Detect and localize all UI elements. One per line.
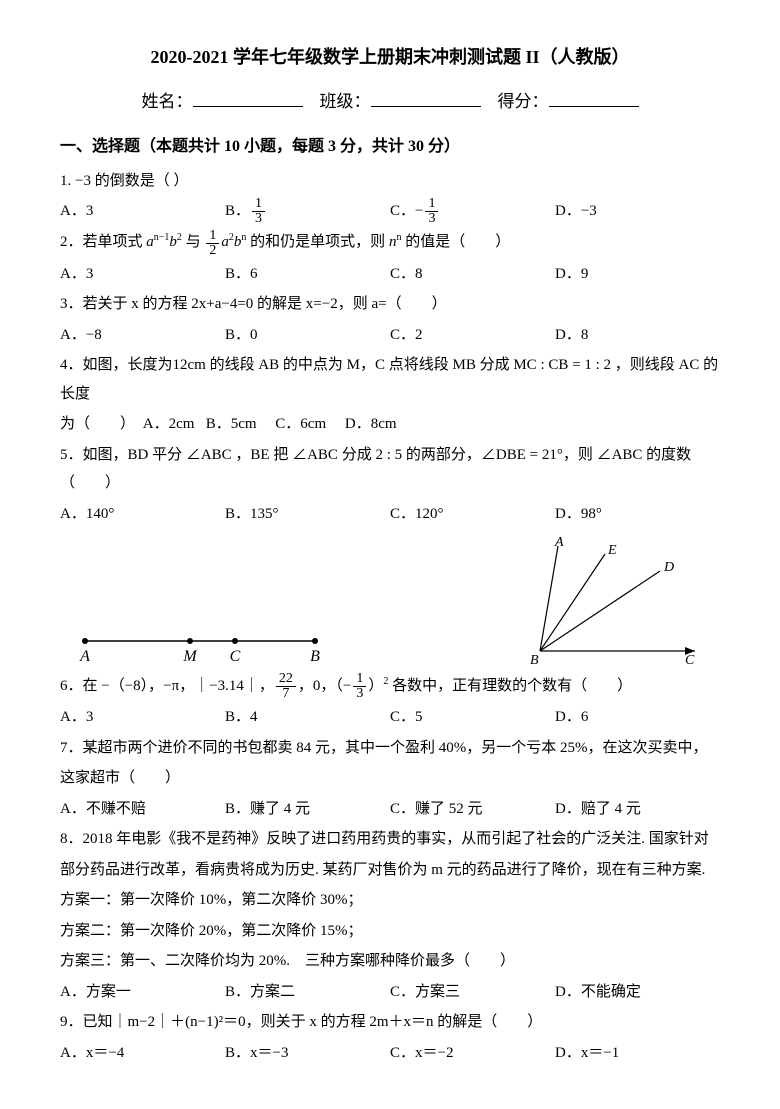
score-label: 得分： xyxy=(498,92,549,111)
q4-C[interactable]: C．6cm xyxy=(275,416,326,432)
q2-D[interactable]: D．9 xyxy=(555,260,720,289)
q2-C[interactable]: C．8 xyxy=(390,260,555,289)
q8-A[interactable]: A．方案一 xyxy=(60,978,225,1007)
fig1-B: B xyxy=(310,648,320,665)
name-blank[interactable] xyxy=(193,88,303,108)
q6-options: A．3 B．4 C．5 D．6 xyxy=(60,703,720,732)
name-label: 姓名： xyxy=(142,92,193,111)
fig1-A: A xyxy=(79,648,90,665)
q3-options: A．−8 B．0 C．2 D．8 xyxy=(60,321,720,350)
q3-C[interactable]: C．2 xyxy=(390,321,555,350)
exam-page: 2020-2021 学年七年级数学上册期末冲刺测试题 II（人教版） 姓名： 班… xyxy=(0,0,780,1109)
q8-l2: 部分药品进行改革，看病贵将成为历史. 某药厂对售价为 m 元的药品进行了降价，现… xyxy=(60,856,720,885)
frac-icon: 13 xyxy=(353,672,366,701)
q3-A[interactable]: A．−8 xyxy=(60,321,225,350)
q8-options: A．方案一 B．方案二 C．方案三 D．不能确定 xyxy=(60,978,720,1007)
frac-icon: 13 xyxy=(425,197,438,226)
q1-options: A．3 B．13 C．−13 D．−3 xyxy=(60,197,720,226)
fig2-D: D xyxy=(663,560,674,575)
q1-B[interactable]: B．13 xyxy=(225,197,390,226)
q7-A[interactable]: A．不赚不赔 xyxy=(60,795,225,824)
frac-icon: 13 xyxy=(252,197,265,226)
figures-row: A M C B A E D B C xyxy=(70,536,710,666)
q2-B[interactable]: B．6 xyxy=(225,260,390,289)
q3-stem: 3．若关于 x 的方程 2x+a−4=0 的解是 x=−2，则 a=（ ） xyxy=(60,290,720,319)
q4-B[interactable]: B．5cm xyxy=(206,416,257,432)
q6-C[interactable]: C．5 xyxy=(390,703,555,732)
q9-stem: 9．已知｜m−2｜＋(n−1)²＝0，则关于 x 的方程 2m＋x＝n 的解是（… xyxy=(60,1008,720,1037)
fig2-A: A xyxy=(554,536,564,550)
figure-line-segment: A M C B xyxy=(70,606,330,666)
frac-icon: 227 xyxy=(276,672,296,701)
q7-l1: 7．某超市两个进价不同的书包都卖 84 元，其中一个盈利 40%，另一个亏本 2… xyxy=(60,734,720,763)
q7-options: A．不赚不赔 B．赚了 4 元 C．赚了 52 元 D．赔了 4 元 xyxy=(60,795,720,824)
q6-D[interactable]: D．6 xyxy=(555,703,720,732)
q8-B[interactable]: B．方案二 xyxy=(225,978,390,1007)
q9-C[interactable]: C．x＝−2 xyxy=(390,1039,555,1068)
q2-A[interactable]: A．3 xyxy=(60,260,225,289)
class-blank[interactable] xyxy=(371,88,481,108)
fig1-C: C xyxy=(230,648,241,665)
q8-p2: 方案二：第一次降价 20%，第二次降价 15%； xyxy=(60,917,720,946)
q4-line2: 为（ ） A．2cm B．5cm C．6cm D．8cm xyxy=(60,410,720,439)
q3-D[interactable]: D．8 xyxy=(555,321,720,350)
q9-B[interactable]: B．x＝−3 xyxy=(225,1039,390,1068)
q2-options: A．3 B．6 C．8 D．9 xyxy=(60,260,720,289)
q1-stem: 1. −3 的倒数是（ ） xyxy=(60,167,720,196)
q4-line1: 4．如图，长度为12cm 的线段 AB 的中点为 M，C 点将线段 MB 分成 … xyxy=(60,351,720,408)
section-heading: 一、选择题（本题共计 10 小题，每题 3 分，共计 30 分） xyxy=(60,132,720,162)
q8-D[interactable]: D．不能确定 xyxy=(555,978,720,1007)
fig2-B: B xyxy=(530,653,539,666)
q9-D[interactable]: D．x＝−1 xyxy=(555,1039,720,1068)
q5-stem: 5．如图，BD 平分 ∠ABC ，BE 把 ∠ABC 分成 2 : 5 的两部分… xyxy=(60,441,720,498)
q7-l2: 这家超市（ ） xyxy=(60,764,720,793)
frac-icon: 12 xyxy=(206,229,219,258)
q4-D[interactable]: D．8cm xyxy=(345,416,397,432)
q8-C[interactable]: C．方案三 xyxy=(390,978,555,1007)
fig2-C: C xyxy=(685,653,695,666)
q5-D[interactable]: D．98° xyxy=(555,500,720,529)
q9-A[interactable]: A．x＝−4 xyxy=(60,1039,225,1068)
q7-C[interactable]: C．赚了 52 元 xyxy=(390,795,555,824)
q4-A[interactable]: A．2cm xyxy=(143,416,195,432)
q6-A[interactable]: A．3 xyxy=(60,703,225,732)
q1-C[interactable]: C．−13 xyxy=(390,197,555,226)
q7-B[interactable]: B．赚了 4 元 xyxy=(225,795,390,824)
q2-stem: 2．若单项式 an−1b2 与 12a2bn 的和仍是单项式，则 nn 的值是（… xyxy=(60,228,720,257)
q5-B[interactable]: B．135° xyxy=(225,500,390,529)
q7-D[interactable]: D．赔了 4 元 xyxy=(555,795,720,824)
q8-p3: 方案三：第一、二次降价均为 20%. 三种方案哪种降价最多（ ） xyxy=(60,947,720,976)
q5-A[interactable]: A．140° xyxy=(60,500,225,529)
fig1-M: M xyxy=(182,648,198,665)
fig2-E: E xyxy=(607,543,617,558)
q8-p1: 方案一：第一次降价 10%，第二次降价 30%； xyxy=(60,886,720,915)
figure-angle: A E D B C xyxy=(480,536,710,666)
score-blank[interactable] xyxy=(549,88,639,108)
page-title: 2020-2021 学年七年级数学上册期末冲刺测试题 II（人教版） xyxy=(60,40,720,74)
q1-A[interactable]: A．3 xyxy=(60,197,225,226)
q5-C[interactable]: C．120° xyxy=(390,500,555,529)
info-line: 姓名： 班级： 得分： xyxy=(60,86,720,118)
q5-options: A．140° B．135° C．120° D．98° xyxy=(60,500,720,529)
q3-B[interactable]: B．0 xyxy=(225,321,390,350)
class-label: 班级： xyxy=(320,92,371,111)
q9-options: A．x＝−4 B．x＝−3 C．x＝−2 D．x＝−1 xyxy=(60,1039,720,1068)
q1-D[interactable]: D．−3 xyxy=(555,197,720,226)
q8-l1: 8．2018 年电影《我不是药神》反映了进口药用药贵的事实，从而引起了社会的广泛… xyxy=(60,825,720,854)
q6-stem: 6．在 −（−8），−π，｜−3.14｜，227，0，（−13）2 各数中，正有… xyxy=(60,672,720,701)
q6-B[interactable]: B．4 xyxy=(225,703,390,732)
